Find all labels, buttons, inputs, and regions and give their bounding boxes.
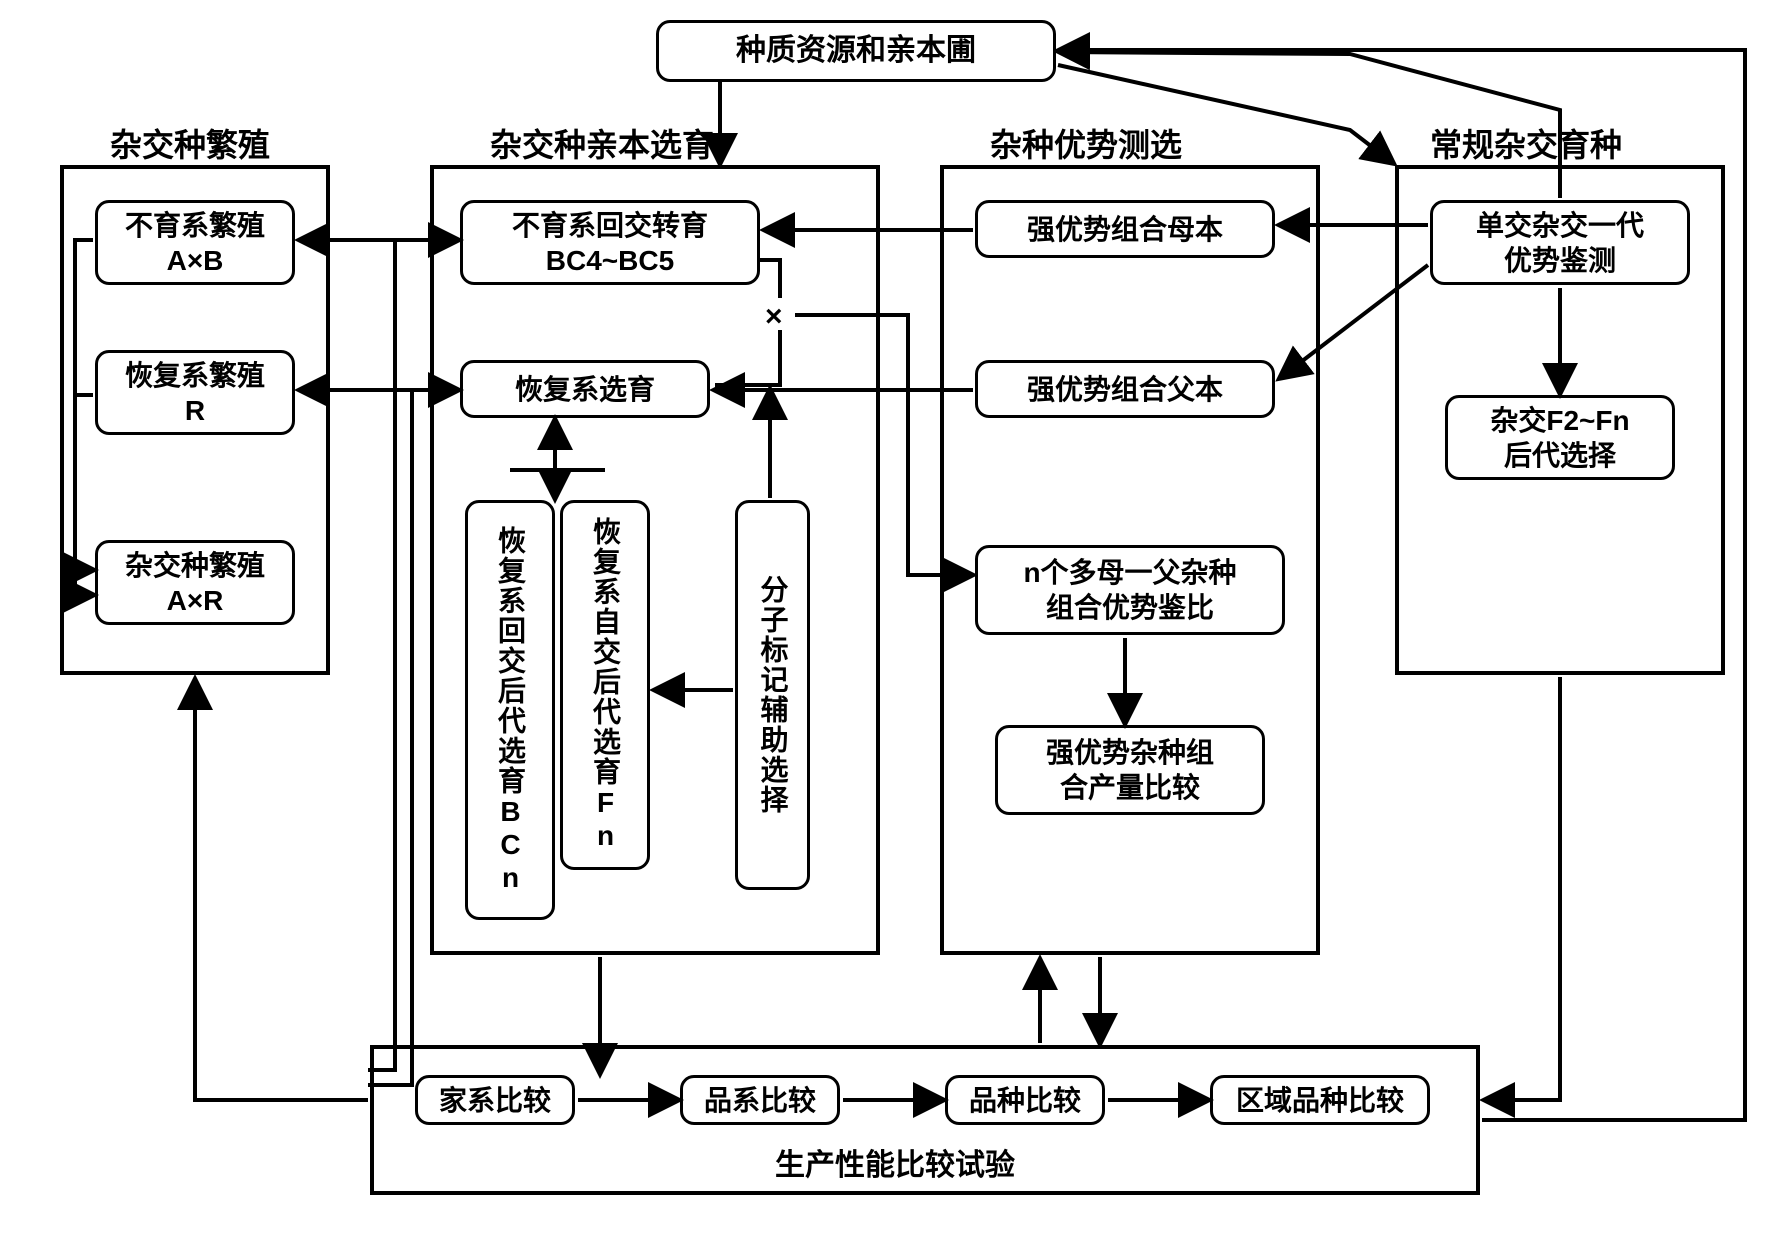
node-e3: 品种比较: [945, 1075, 1105, 1125]
node-a1: 不育系繁殖 A×B: [95, 200, 295, 285]
node-b3v-label: 恢复系回交后代选育BCn: [490, 526, 530, 895]
node-a3: 杂交种繁殖 A×R: [95, 540, 295, 625]
cross-symbol: ×: [765, 300, 783, 334]
group-e-title: 生产性能比较试验: [775, 1140, 1015, 1184]
node-a2-label: 恢复系繁殖 R: [125, 358, 265, 428]
node-d2-label: 杂交F2~Fn 后代选择: [1490, 403, 1629, 473]
node-c2: 强优势组合父本: [975, 360, 1275, 418]
node-d1-label: 单交杂交一代 优势鉴测: [1476, 208, 1644, 278]
node-e2: 品系比较: [680, 1075, 840, 1125]
node-a1-label: 不育系繁殖 A×B: [125, 208, 265, 278]
node-c1: 强优势组合母本: [975, 200, 1275, 258]
node-d2: 杂交F2~Fn 后代选择: [1445, 395, 1675, 480]
node-e3-label: 品种比较: [969, 1083, 1081, 1118]
node-c3-label: n个多母一父杂种 组合优势鉴比: [1023, 555, 1236, 625]
node-b2-label: 恢复系选育: [515, 372, 655, 407]
node-b4v-label: 恢复系自交后代选育Fn: [585, 517, 625, 853]
node-b4v: 恢复系自交后代选育Fn: [560, 500, 650, 870]
node-b5v-label: 分子标记辅助选择: [753, 575, 793, 815]
node-e2-label: 品系比较: [704, 1083, 816, 1118]
top-germplasm-label: 种质资源和亲本圃: [736, 32, 976, 70]
node-b1-label: 不育系回交转育 BC4~BC5: [512, 208, 708, 278]
node-e4: 区域品种比较: [1210, 1075, 1430, 1125]
node-b3v: 恢复系回交后代选育BCn: [465, 500, 555, 920]
node-c2-label: 强优势组合父本: [1027, 372, 1223, 407]
node-b5v: 分子标记辅助选择: [735, 500, 810, 890]
node-a3-label: 杂交种繁殖 A×R: [125, 548, 265, 618]
node-e4-label: 区域品种比较: [1236, 1083, 1404, 1118]
node-a2: 恢复系繁殖 R: [95, 350, 295, 435]
node-c1-label: 强优势组合母本: [1027, 212, 1223, 247]
group-c-title: 杂种优势测选: [990, 120, 1182, 166]
node-e1-label: 家系比较: [439, 1083, 551, 1118]
node-c3: n个多母一父杂种 组合优势鉴比: [975, 545, 1285, 635]
node-b2: 恢复系选育: [460, 360, 710, 418]
top-germplasm-box: 种质资源和亲本圃: [656, 20, 1056, 82]
node-b1: 不育系回交转育 BC4~BC5: [460, 200, 760, 285]
node-d1: 单交杂交一代 优势鉴测: [1430, 200, 1690, 285]
node-c4-label: 强优势杂种组 合产量比较: [1046, 735, 1214, 805]
group-d-title: 常规杂交育种: [1430, 120, 1622, 166]
group-b-title: 杂交种亲本选育: [490, 120, 714, 166]
group-a-title: 杂交种繁殖: [110, 120, 270, 166]
node-c4: 强优势杂种组 合产量比较: [995, 725, 1265, 815]
node-e1: 家系比较: [415, 1075, 575, 1125]
